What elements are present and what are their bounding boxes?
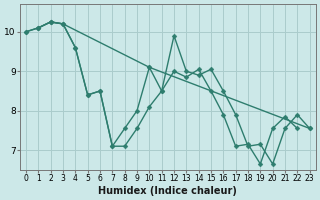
X-axis label: Humidex (Indice chaleur): Humidex (Indice chaleur) (98, 186, 237, 196)
